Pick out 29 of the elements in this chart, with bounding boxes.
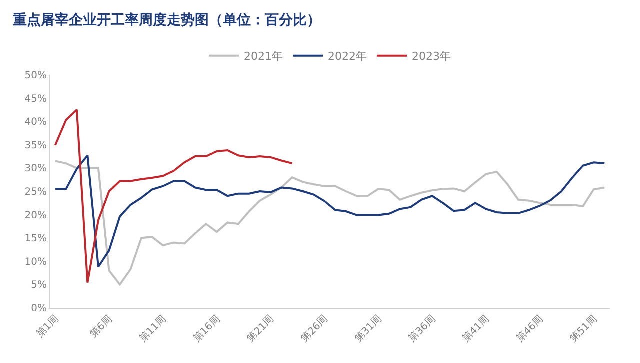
y-tick-label: 35% bbox=[24, 140, 47, 152]
y-tick-label: 20% bbox=[24, 210, 47, 222]
x-tick-label: 第11周 bbox=[137, 313, 169, 345]
y-tick-label: 15% bbox=[24, 234, 47, 245]
legend-label: 2021年 bbox=[244, 50, 283, 64]
chart-title: 重点屠宰企业开工率周度走势图（单位：百分比） bbox=[12, 11, 321, 28]
y-tick-label: 25% bbox=[24, 187, 47, 198]
x-tick-label: 第1周 bbox=[34, 313, 62, 340]
x-tick-label: 第26周 bbox=[298, 313, 330, 345]
y-tick-label: 0% bbox=[31, 304, 47, 314]
x-tick-label: 第46周 bbox=[514, 313, 546, 345]
x-tick-label: 第6周 bbox=[88, 313, 115, 340]
x-tick-label: 第21周 bbox=[244, 313, 276, 345]
y-tick-label: 10% bbox=[24, 256, 47, 268]
x-tick-label: 第51周 bbox=[568, 313, 600, 345]
x-tick-label: 第41周 bbox=[460, 313, 492, 345]
y-tick-label: 40% bbox=[24, 117, 47, 128]
legend-label: 2022年 bbox=[328, 50, 367, 64]
y-tick-label: 50% bbox=[24, 70, 47, 82]
x-tick-label: 第36周 bbox=[406, 313, 438, 345]
line-series bbox=[54, 160, 606, 286]
x-tick-label: 第16周 bbox=[190, 313, 223, 345]
legend-label: 2023年 bbox=[412, 50, 451, 64]
line-series bbox=[54, 108, 294, 284]
x-tick-label: 第31周 bbox=[352, 313, 384, 345]
line-series bbox=[54, 154, 606, 268]
y-tick-label: 5% bbox=[31, 280, 47, 292]
y-tick-label: 30% bbox=[24, 164, 47, 175]
y-tick-label: 45% bbox=[24, 94, 47, 105]
